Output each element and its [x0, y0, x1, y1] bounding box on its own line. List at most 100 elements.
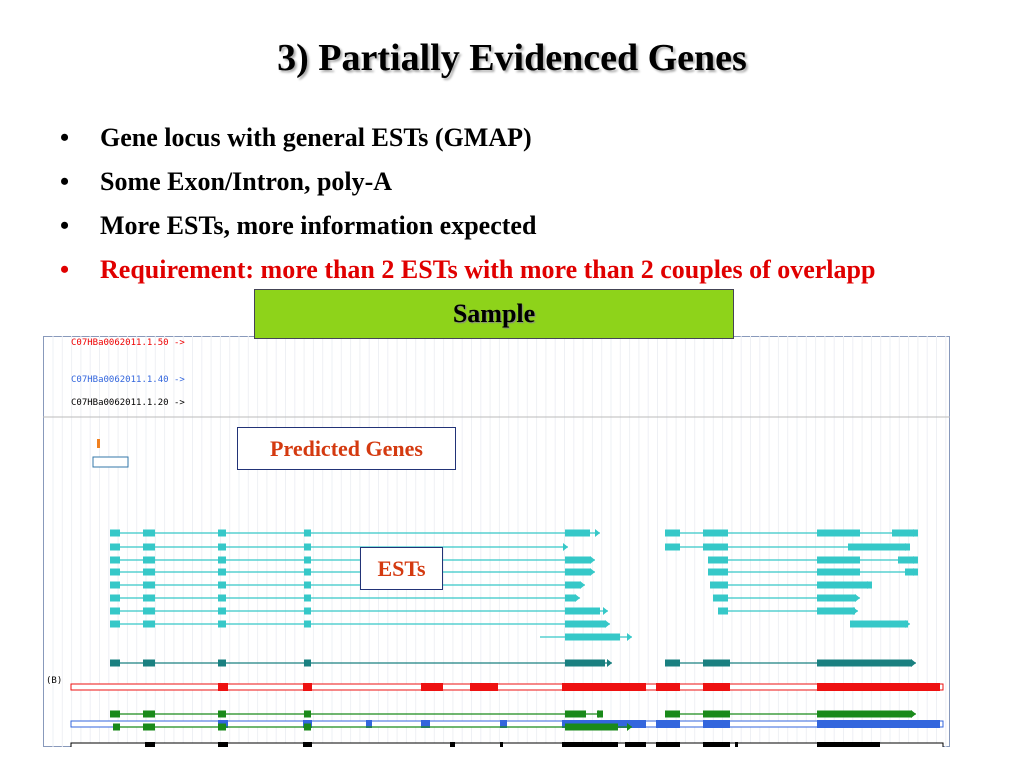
est-arrow	[598, 710, 603, 718]
est-exon	[110, 710, 120, 718]
est-exon	[143, 556, 155, 564]
bullet: Some Exon/Intron, poly-A	[60, 166, 960, 198]
est-exon	[703, 543, 728, 551]
est-exon	[218, 723, 226, 731]
gene-outline	[70, 683, 944, 691]
est-exon	[143, 529, 155, 537]
est-exon	[143, 620, 155, 628]
est-exon	[817, 594, 856, 602]
bullet-list: Gene locus with general ESTs (GMAP) Some…	[60, 122, 960, 298]
est-arrow	[605, 620, 610, 628]
est-exon	[110, 568, 120, 576]
est-arrow	[627, 723, 632, 731]
est-exon	[110, 607, 120, 615]
est-exon	[218, 710, 226, 718]
est-exon	[817, 556, 860, 564]
est-exon	[708, 556, 728, 564]
est-exon	[304, 620, 311, 628]
exon	[450, 742, 455, 747]
est-arrow	[595, 529, 600, 537]
est-exon	[304, 710, 311, 718]
est-exon	[110, 581, 120, 589]
est-exon	[143, 581, 155, 589]
est-exon	[703, 529, 728, 537]
est-exon	[304, 581, 311, 589]
est-arrow	[913, 568, 918, 576]
est-exon	[565, 723, 618, 731]
tracks	[70, 529, 944, 747]
exon	[817, 742, 880, 747]
est-arrow	[867, 581, 872, 589]
est-exon	[565, 556, 590, 564]
est-arrow	[855, 594, 860, 602]
est-exon	[850, 620, 908, 628]
est-exon	[565, 568, 590, 576]
est-exon	[110, 620, 120, 628]
est-exon	[817, 568, 860, 576]
est-exon	[710, 581, 728, 589]
est-exon	[218, 568, 226, 576]
est-exon	[304, 723, 311, 731]
est-exon	[110, 543, 120, 551]
bullet: Gene locus with general ESTs (GMAP)	[60, 122, 960, 154]
est-exon	[665, 710, 680, 718]
est-exon	[110, 659, 120, 667]
genome-browser: C07HBa0062011.1.50 -> C07HBa0062011.1.40…	[43, 336, 950, 747]
est-exon	[565, 620, 605, 628]
slide-title: 3) Partially Evidenced Genes	[277, 37, 747, 79]
exon	[703, 720, 730, 728]
est-exon	[565, 710, 586, 718]
est-arrow	[580, 581, 585, 589]
est-exon	[143, 607, 155, 615]
est-arrow	[575, 594, 580, 602]
est-exon	[110, 556, 120, 564]
panel-label: (B)	[46, 676, 62, 686]
est-arrow	[603, 607, 608, 615]
est-exon	[218, 581, 226, 589]
est-exon	[304, 659, 311, 667]
bullet: More ESTs, more information expected	[60, 210, 960, 242]
est-exon	[218, 529, 226, 537]
browser-frame	[43, 336, 950, 747]
est-exon	[565, 581, 580, 589]
exon	[735, 742, 738, 747]
est-arrow	[905, 543, 910, 551]
est-arrow	[627, 633, 632, 641]
est-arrow	[607, 659, 612, 667]
est-arrow	[913, 556, 918, 564]
exon	[817, 720, 940, 728]
est-exon	[218, 659, 226, 667]
est-exon	[113, 723, 120, 731]
est-exon	[703, 659, 730, 667]
est-exon	[143, 543, 155, 551]
est-exon	[110, 594, 120, 602]
exon	[625, 742, 646, 747]
marker	[97, 439, 100, 448]
exon	[500, 742, 503, 747]
exon	[470, 683, 498, 691]
exon	[562, 742, 618, 747]
exon	[500, 720, 507, 728]
est-exon	[565, 594, 575, 602]
exon	[145, 742, 155, 747]
est-exon	[218, 594, 226, 602]
est-exon	[703, 710, 730, 718]
est-exon	[817, 529, 860, 537]
marker-box	[92, 456, 129, 468]
est-exon	[110, 529, 120, 537]
est-exon	[304, 594, 311, 602]
est-arrow	[911, 710, 916, 718]
est-arrow	[905, 620, 910, 628]
est-exon	[218, 543, 226, 551]
est-exon	[665, 543, 680, 551]
est-exon	[304, 556, 311, 564]
est-exon	[817, 710, 912, 718]
exon	[703, 683, 730, 691]
exon	[421, 720, 430, 728]
exon	[656, 742, 680, 747]
exon	[817, 683, 940, 691]
est-exon	[304, 543, 311, 551]
exon	[421, 683, 443, 691]
exon	[303, 742, 312, 747]
est-exon	[143, 659, 155, 667]
